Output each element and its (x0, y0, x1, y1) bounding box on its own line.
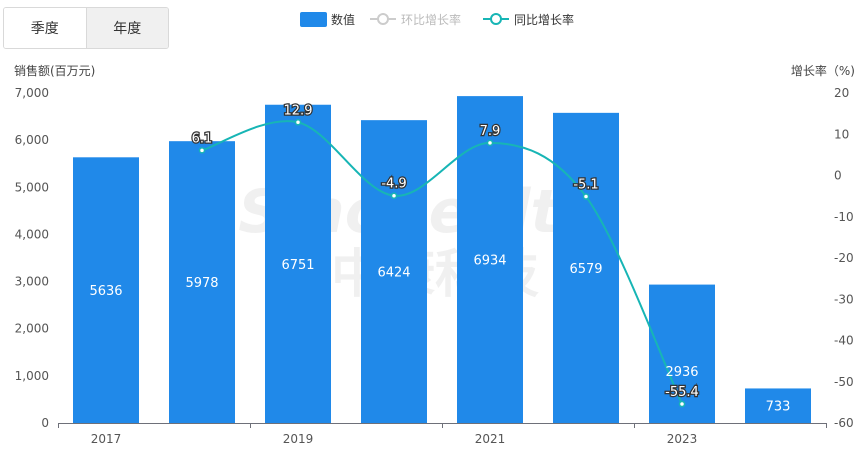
bar-value-label: 6934 (473, 254, 506, 269)
yoy-value-label: -5.1 (573, 178, 598, 193)
yoy-value-label: 7.9 (480, 124, 501, 139)
y-right-tick-label: 20 (834, 86, 849, 100)
y-left-tick-label: 0 (41, 416, 49, 430)
y-right-tick-label: 0 (834, 169, 842, 183)
y-left-tick-label: 2,000 (15, 322, 49, 336)
y-left-tick-label: 4,000 (15, 227, 49, 241)
bar (169, 141, 235, 423)
legend-bar-icon (300, 12, 327, 27)
y-left-title: 销售额(百万元) (14, 63, 95, 78)
bar-value-label: 6579 (569, 262, 602, 277)
yoy-value-label: -55.4 (665, 385, 699, 400)
x-tick-label: 2019 (283, 432, 314, 446)
y-left-tick-label: 5,000 (15, 180, 49, 194)
legend-dot-icon (377, 13, 389, 25)
chart-legend: 数值 环比增长率 同比增长率 (300, 12, 574, 27)
bar (553, 112, 619, 424)
y-right-tick-label: -50 (834, 375, 854, 389)
legend-label: 同比增长率 (514, 12, 574, 27)
yoy-point (678, 400, 686, 408)
bar (745, 388, 811, 423)
bar (265, 104, 331, 423)
y-left-tick-label: 1,000 (15, 369, 49, 383)
tab-quarter[interactable]: 季度 (4, 8, 86, 48)
yoy-point (390, 192, 398, 199)
bar-value-label: 733 (766, 400, 791, 415)
bar-value-label: 6751 (281, 258, 314, 273)
data-labels: 5636 5978 6751 6424 6934 6579 2936 733 6.1 12.9 -4… (89, 102, 791, 415)
bar (361, 120, 427, 423)
legend-item: 数值 (300, 12, 355, 27)
yoy-value-label: -4.9 (381, 177, 406, 192)
y-right-tick-label: -30 (834, 292, 854, 306)
y-right-title: 增长率（%) (791, 63, 855, 78)
bar-value-label: 5978 (185, 276, 218, 291)
legend-label: 环比增长率 (401, 12, 461, 27)
y-left-tick-label: 7,000 (15, 86, 49, 100)
x-tick-label: 2023 (667, 432, 698, 446)
y-left-tick-label: 3,000 (15, 275, 49, 289)
yoy-value-label: 12.9 (284, 103, 313, 118)
legend-item: 环比增长率 (370, 12, 461, 27)
y-right-tick-label: 10 (834, 127, 849, 141)
y-left-tick-label: 6,000 (15, 133, 49, 147)
bar-value-label: 2936 (665, 365, 698, 380)
x-tick-label: 2017 (91, 432, 122, 446)
legend-dot-icon (490, 13, 502, 25)
yoy-line-series (198, 119, 686, 408)
y-right-tick-label: -40 (834, 334, 854, 348)
tab-year[interactable]: 年度 (85, 8, 168, 48)
yoy-point (198, 147, 206, 154)
legend-item: 同比增长率 (483, 12, 574, 27)
y-right-tick-label: -10 (834, 210, 854, 224)
yoy-point (294, 119, 302, 126)
bar (73, 157, 139, 423)
yoy-point (486, 139, 494, 147)
x-tick-label: 2021 (475, 432, 506, 446)
yoy-point (582, 193, 590, 200)
period-tabs: 季度 年度 (3, 7, 169, 49)
chart-axes: 销售额(百万元) 增长率（%) 0 1,000 2,000 3,000 4,000 5,000… (14, 63, 855, 446)
yoy-value-label: 6.1 (192, 131, 213, 146)
bar-series (73, 96, 811, 424)
bar-value-label: 6424 (377, 266, 410, 281)
y-right-tick-label: -20 (834, 251, 854, 265)
y-right-tick-label: -60 (834, 416, 854, 430)
bar-value-label: 5636 (89, 284, 122, 299)
legend-label: 数值 (331, 12, 355, 27)
